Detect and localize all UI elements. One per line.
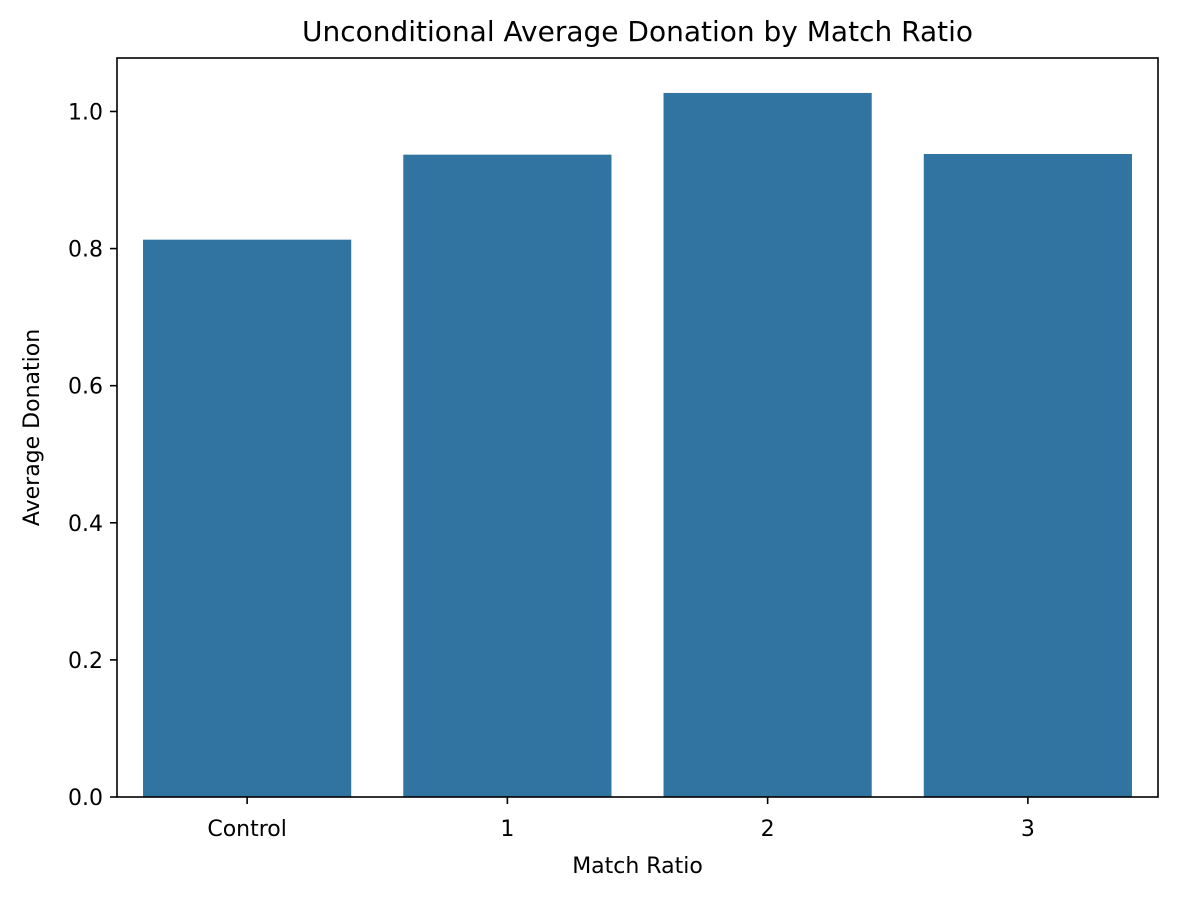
y-tick-label: 0.4 (68, 512, 103, 537)
x-tick-label: 1 (500, 817, 514, 842)
y-tick-label: 1.0 (68, 100, 103, 125)
chart-title: Unconditional Average Donation by Match … (302, 15, 973, 48)
bars-group (143, 92, 1132, 798)
bar-3 (923, 153, 1132, 798)
y-tick-label: 0.6 (68, 375, 103, 400)
x-tick-label: 2 (761, 817, 775, 842)
bar-1 (403, 154, 612, 798)
bar-control (143, 239, 352, 798)
plot-frame (116, 57, 1159, 798)
x-axis-label: Match Ratio (572, 854, 703, 879)
y-axis-label: Average Donation (20, 329, 45, 526)
y-tick-label: 0.2 (68, 649, 103, 674)
x-tick-label: 3 (1021, 817, 1035, 842)
y-axis: 0.0 0.2 0.4 0.6 0.8 1.0 (68, 100, 117, 811)
y-tick-label: 0.0 (68, 786, 103, 811)
bar-2 (663, 92, 872, 797)
x-tick-label: Control (207, 817, 287, 842)
y-tick-label: 0.8 (68, 238, 103, 263)
x-axis: Control 1 2 3 (207, 797, 1035, 842)
